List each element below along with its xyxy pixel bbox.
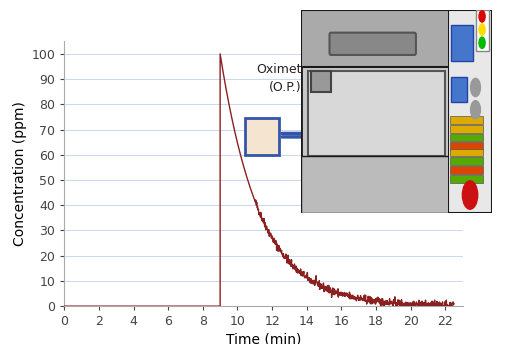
Bar — [450, 134, 483, 141]
Bar — [450, 149, 483, 157]
Bar — [450, 142, 483, 150]
FancyBboxPatch shape — [246, 118, 280, 155]
Bar — [301, 157, 452, 213]
Bar — [308, 71, 445, 157]
Bar — [450, 116, 483, 124]
Bar — [450, 175, 483, 183]
Text: Oximeter: Oximeter — [256, 63, 315, 76]
Bar — [450, 158, 483, 165]
Bar — [450, 166, 483, 174]
Bar — [311, 71, 331, 92]
Bar — [451, 24, 473, 61]
Circle shape — [463, 181, 478, 209]
Circle shape — [479, 11, 485, 22]
Circle shape — [471, 78, 481, 97]
Bar — [451, 77, 467, 102]
Text: (O.P.): (O.P.) — [269, 81, 302, 94]
FancyBboxPatch shape — [329, 33, 416, 55]
Y-axis label: Concentration (ppm): Concentration (ppm) — [13, 101, 27, 246]
Bar — [475, 10, 489, 51]
Bar — [450, 125, 483, 133]
Circle shape — [479, 24, 485, 35]
Bar — [301, 10, 452, 67]
Circle shape — [479, 37, 485, 49]
X-axis label: Time (min): Time (min) — [226, 332, 301, 344]
Circle shape — [471, 101, 481, 119]
